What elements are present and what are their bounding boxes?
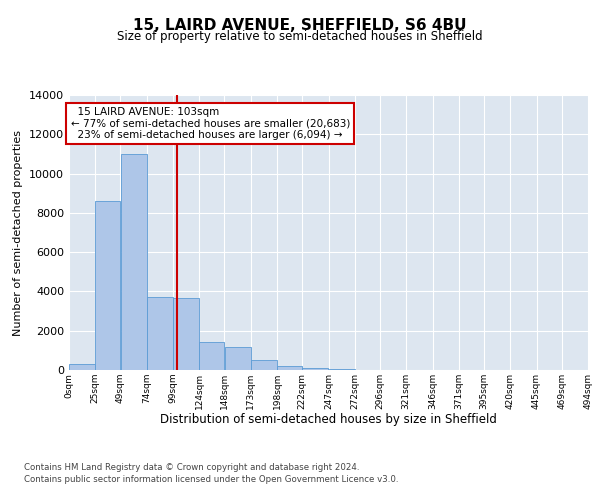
Bar (147, 298, 173, 370)
Bar (302, 368, 328, 370)
Bar (121, 154, 146, 370)
Text: 15 LAIRD AVENUE: 103sqm
← 77% of semi-detached houses are smaller (20,683)
  23%: 15 LAIRD AVENUE: 103sqm ← 77% of semi-de… (71, 107, 350, 140)
Bar (224, 348, 251, 370)
Text: Contains public sector information licensed under the Open Government Licence v3: Contains public sector information licen… (24, 475, 398, 484)
Bar (69, 364, 95, 370)
Y-axis label: Number of semi-detached properties: Number of semi-detached properties (13, 130, 23, 336)
Text: 15, LAIRD AVENUE, SHEFFIELD, S6 4BU: 15, LAIRD AVENUE, SHEFFIELD, S6 4BU (133, 18, 467, 32)
Text: Distribution of semi-detached houses by size in Sheffield: Distribution of semi-detached houses by … (160, 412, 497, 426)
Bar (277, 366, 302, 370)
Bar (95, 201, 121, 370)
Text: Size of property relative to semi-detached houses in Sheffield: Size of property relative to semi-detach… (117, 30, 483, 43)
Bar (199, 342, 224, 370)
Bar (329, 369, 355, 370)
Text: Contains HM Land Registry data © Crown copyright and database right 2024.: Contains HM Land Registry data © Crown c… (24, 462, 359, 471)
Bar (251, 360, 277, 370)
Bar (173, 298, 199, 370)
